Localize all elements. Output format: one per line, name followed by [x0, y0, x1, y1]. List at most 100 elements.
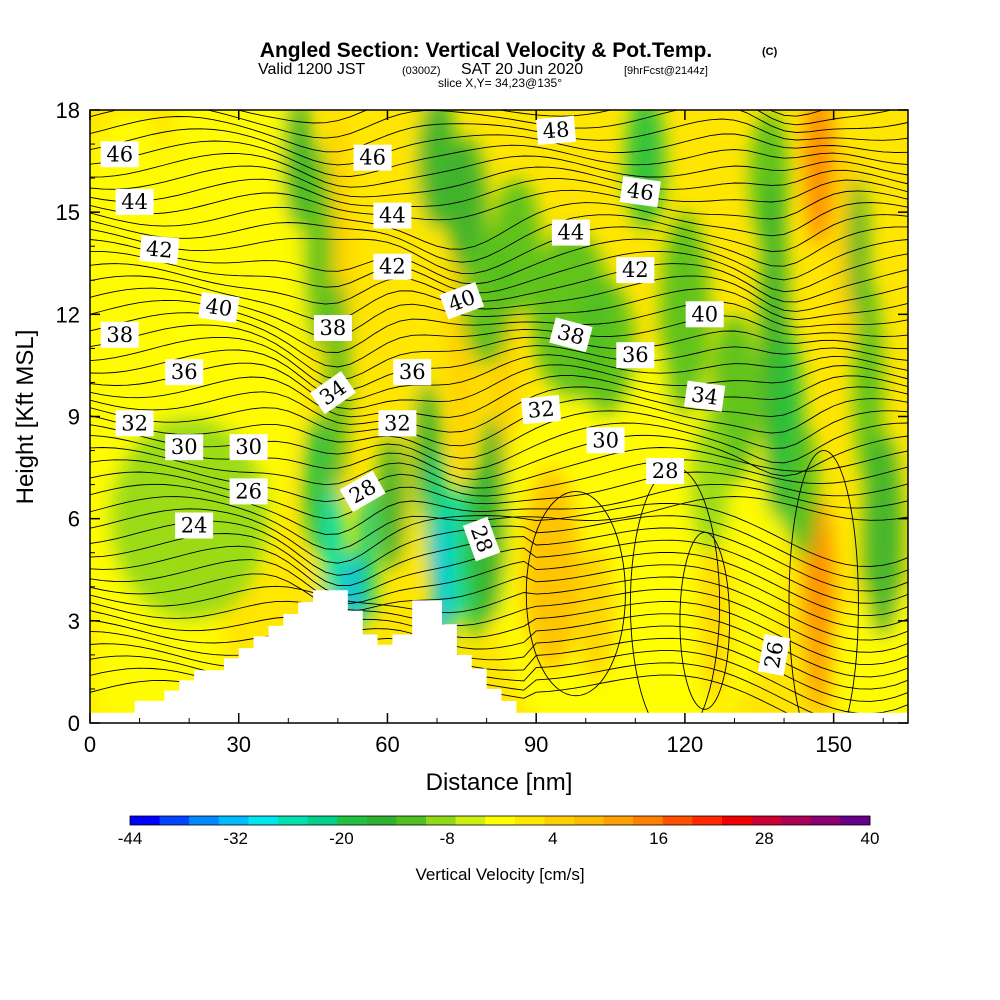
contour-label-text: 32: [527, 397, 556, 423]
contour-label-text: 42: [145, 236, 174, 262]
contour-label-text: 48: [542, 117, 571, 143]
theta-contour-line: [90, 110, 908, 139]
colorbar-swatch: [426, 816, 456, 825]
contour-label: 46: [353, 144, 392, 171]
valid-date-label: SAT 20 Jun 2020: [461, 61, 583, 78]
colorbar-tick-label: 28: [755, 829, 774, 848]
contour-label-text: 46: [106, 142, 133, 166]
terrain-mask: [90, 590, 908, 723]
contour-label-box: [229, 478, 268, 505]
valid-time-label: Valid 1200 JST: [258, 61, 366, 78]
contour-label: 38: [313, 315, 352, 341]
theta-contour-line: [90, 398, 908, 447]
contour-label: 36: [616, 342, 655, 369]
contour-label: 30: [229, 434, 268, 461]
contour-label-box: [309, 371, 356, 415]
contour-label: 44: [115, 188, 154, 215]
theta-contours: [90, 110, 908, 723]
contour-label-box: [115, 188, 154, 215]
contour-label-box: [378, 410, 417, 437]
contour-label-text: 38: [320, 316, 347, 340]
theta-contour-line: [90, 503, 908, 567]
colorbar-swatch: [514, 816, 545, 825]
contour-label-box: [646, 458, 685, 484]
velocity-cell: [303, 144, 333, 349]
velocity-cell: [789, 423, 819, 560]
theta-contour-line: [90, 483, 908, 535]
contour-label-text: 46: [359, 146, 386, 170]
valid-utc-label: (0300Z): [402, 65, 441, 77]
contour-label: 42: [373, 253, 412, 280]
contour-label-box: [373, 253, 412, 280]
colorbar-frame: [129, 815, 871, 826]
theta-contour-line: [236, 110, 894, 126]
contour-label-text: 44: [558, 221, 585, 245]
contour-label-box: [198, 291, 240, 324]
contour-label-text: 36: [622, 343, 649, 367]
theta-contour-line: [90, 576, 908, 641]
contour-label-box: [616, 257, 655, 284]
contour-label-text: 42: [622, 258, 649, 282]
theta-contour-line: [90, 527, 908, 592]
contour-label-text: 26: [235, 479, 262, 503]
contour-label: 24: [175, 512, 214, 539]
x-tick-label: 90: [524, 732, 548, 757]
contour-label: 40: [198, 291, 240, 324]
contour-label-text: 30: [235, 435, 262, 459]
theta-contour-line: [90, 202, 908, 250]
contour-label-text: 42: [379, 255, 406, 279]
contour-label-text: 30: [171, 435, 198, 459]
contour-label-box: [616, 342, 655, 369]
theta-contour-line: [90, 459, 908, 503]
contour-label: 36: [165, 359, 204, 386]
velocity-cell: [853, 280, 884, 485]
colorbar-swatch: [159, 816, 190, 825]
contour-label: 30: [586, 427, 625, 454]
x-axis: 0 30 60 90 120 150: [84, 110, 884, 757]
contour-label: 28: [646, 458, 685, 484]
colorbar-tick-label: -44: [118, 829, 143, 848]
theta-contour-line: [90, 178, 908, 207]
colorbar-tick-label: -32: [223, 829, 248, 848]
velocity-cell: [521, 467, 581, 672]
colorbar-swatch: [248, 816, 279, 825]
contour-label-box: [439, 281, 485, 320]
theta-contour-line: [90, 447, 908, 489]
theta-contour-line: [90, 324, 908, 381]
contour-label: 32: [521, 395, 562, 425]
theta-contour-line: [90, 128, 908, 166]
colorbar-swatch: [633, 816, 664, 825]
contour-label-box: [175, 512, 214, 539]
colorbar-swatch: [810, 816, 841, 825]
contour-label: 44: [551, 219, 590, 246]
contour-label: 38: [100, 321, 139, 348]
x-axis-title: Distance [nm]: [426, 769, 573, 796]
velocity-cell: [444, 484, 470, 621]
theta-contour-line: [90, 588, 908, 653]
plot-area: 46 44 42 40 38 36 32 30 30 26 24 46 44 42 38 34 36 32 28 40…: [90, 110, 908, 723]
colorbar-swatch: [692, 816, 723, 825]
contour-label-text: 28: [652, 459, 679, 483]
colorbar-tick-label: 16: [649, 829, 668, 848]
contour-label-box: [535, 115, 577, 146]
valid-time-line: Valid 1200 JST (0300Z) SAT 20 Jun 2020 […: [258, 61, 708, 78]
colorbar-swatch: [603, 816, 634, 825]
theta-contour-line: [90, 140, 908, 177]
colorbar-tick-label: 4: [548, 829, 557, 848]
colorbar-swatch: [662, 816, 693, 825]
y-tick-label: 15: [56, 200, 80, 225]
contour-label-text: 40: [204, 294, 234, 321]
x-tick-label: 0: [84, 732, 96, 757]
theta-contour-line: [90, 263, 908, 305]
contour-label-text: 40: [691, 302, 718, 326]
contour-label: 32: [115, 410, 154, 437]
contour-label: 42: [616, 257, 655, 284]
theta-contour-line: [90, 496, 908, 550]
velocity-cell: [357, 484, 378, 621]
contour-label-box: [586, 427, 625, 454]
theta-contour-line: [90, 238, 908, 285]
contour-label: 32: [378, 410, 417, 437]
theta-contour-line: [90, 189, 908, 221]
y-axis-title: Height [Kft MSL]: [12, 330, 39, 505]
